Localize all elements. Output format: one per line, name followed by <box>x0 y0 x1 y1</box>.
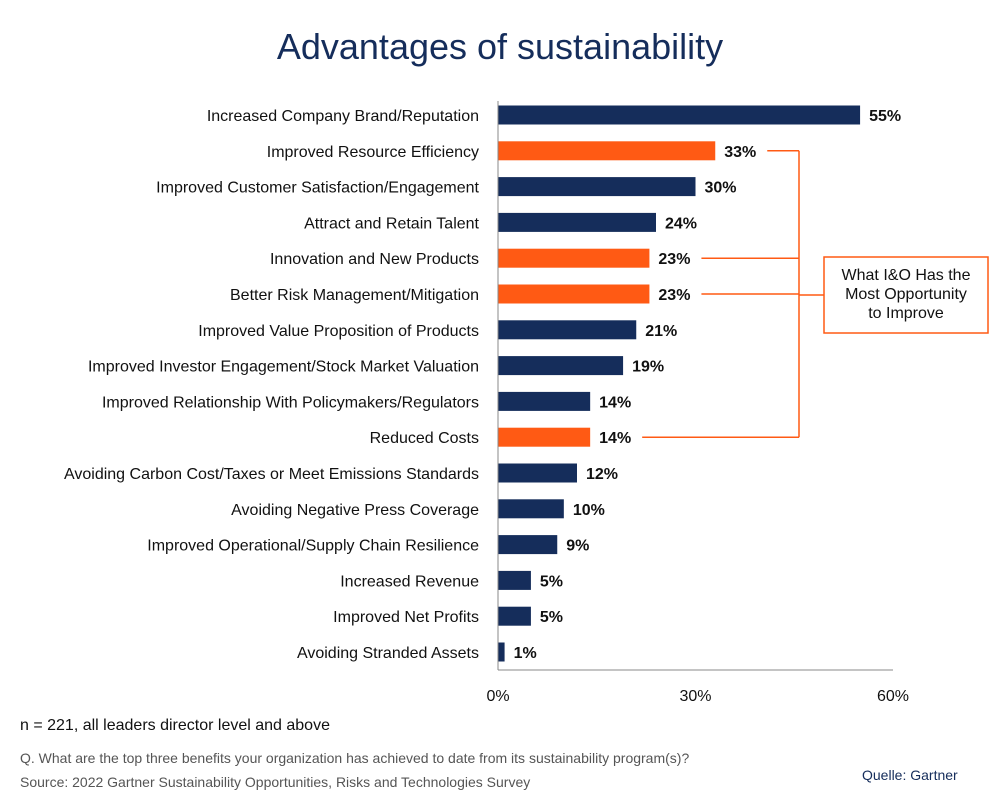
category-label: Improved Relationship With Policymakers/… <box>102 394 479 411</box>
bar <box>498 356 624 376</box>
value-label: 23% <box>658 251 690 268</box>
bar <box>498 320 637 340</box>
credit-note: Quelle: Gartner <box>862 767 958 783</box>
category-label: Better Risk Management/Mitigation <box>230 287 479 304</box>
category-label: Improved Investor Engagement/Stock Marke… <box>88 359 479 376</box>
category-label: Attract and Retain Talent <box>304 215 479 232</box>
value-label: 10% <box>573 502 605 519</box>
value-label: 23% <box>658 287 690 304</box>
category-label: Avoiding Stranded Assets <box>297 645 479 662</box>
bar <box>498 248 650 268</box>
bar <box>498 177 696 197</box>
x-tick-label: 60% <box>877 688 909 705</box>
survey-question: Q. What are the top three benefits your … <box>20 750 690 766</box>
value-label: 9% <box>566 538 589 555</box>
value-label: 5% <box>540 573 563 590</box>
value-label: 24% <box>665 215 697 232</box>
value-label: 55% <box>869 108 901 125</box>
bar <box>498 427 591 447</box>
sample-note: n = 221, all leaders director level and … <box>20 717 330 734</box>
bar <box>498 606 531 626</box>
bar <box>498 463 577 483</box>
category-label: Improved Net Profits <box>333 609 479 626</box>
category-label: Increased Revenue <box>340 573 479 590</box>
x-tick-label: 0% <box>486 688 509 705</box>
bar <box>498 141 716 161</box>
value-label: 30% <box>705 180 737 197</box>
value-label: 33% <box>724 144 756 161</box>
x-tick-label: 30% <box>679 688 711 705</box>
bar <box>498 391 591 411</box>
category-label: Improved Customer Satisfaction/Engagemen… <box>156 180 479 197</box>
category-label: Innovation and New Products <box>270 251 479 268</box>
chart-title: Advantages of sustainability <box>276 26 724 67</box>
category-label: Improved Operational/Supply Chain Resili… <box>147 538 479 555</box>
bar <box>498 642 505 662</box>
value-label: 19% <box>632 359 664 376</box>
bar <box>498 212 656 232</box>
category-label: Improved Value Proposition of Products <box>198 323 479 340</box>
annotation-text: What I&O Has the <box>842 267 971 284</box>
bar <box>498 105 861 125</box>
category-label: Avoiding Negative Press Coverage <box>231 502 479 519</box>
bar <box>498 535 558 555</box>
source-note: Source: 2022 Gartner Sustainability Oppo… <box>20 774 531 790</box>
annotation-text: to Improve <box>868 305 944 322</box>
bar <box>498 570 531 590</box>
annotation-text: Most Opportunity <box>845 286 967 303</box>
value-label: 12% <box>586 466 618 483</box>
value-label: 21% <box>645 323 677 340</box>
category-label: Improved Resource Efficiency <box>267 144 479 161</box>
annotation-box <box>823 256 989 334</box>
bar <box>498 499 564 519</box>
value-label: 5% <box>540 609 563 626</box>
category-label: Reduced Costs <box>370 430 479 447</box>
category-label: Avoiding Carbon Cost/Taxes or Meet Emiss… <box>64 466 479 483</box>
bar <box>498 284 650 304</box>
value-label: 1% <box>514 645 537 662</box>
value-label: 14% <box>599 430 631 447</box>
value-label: 14% <box>599 394 631 411</box>
category-label: Increased Company Brand/Reputation <box>207 108 479 125</box>
